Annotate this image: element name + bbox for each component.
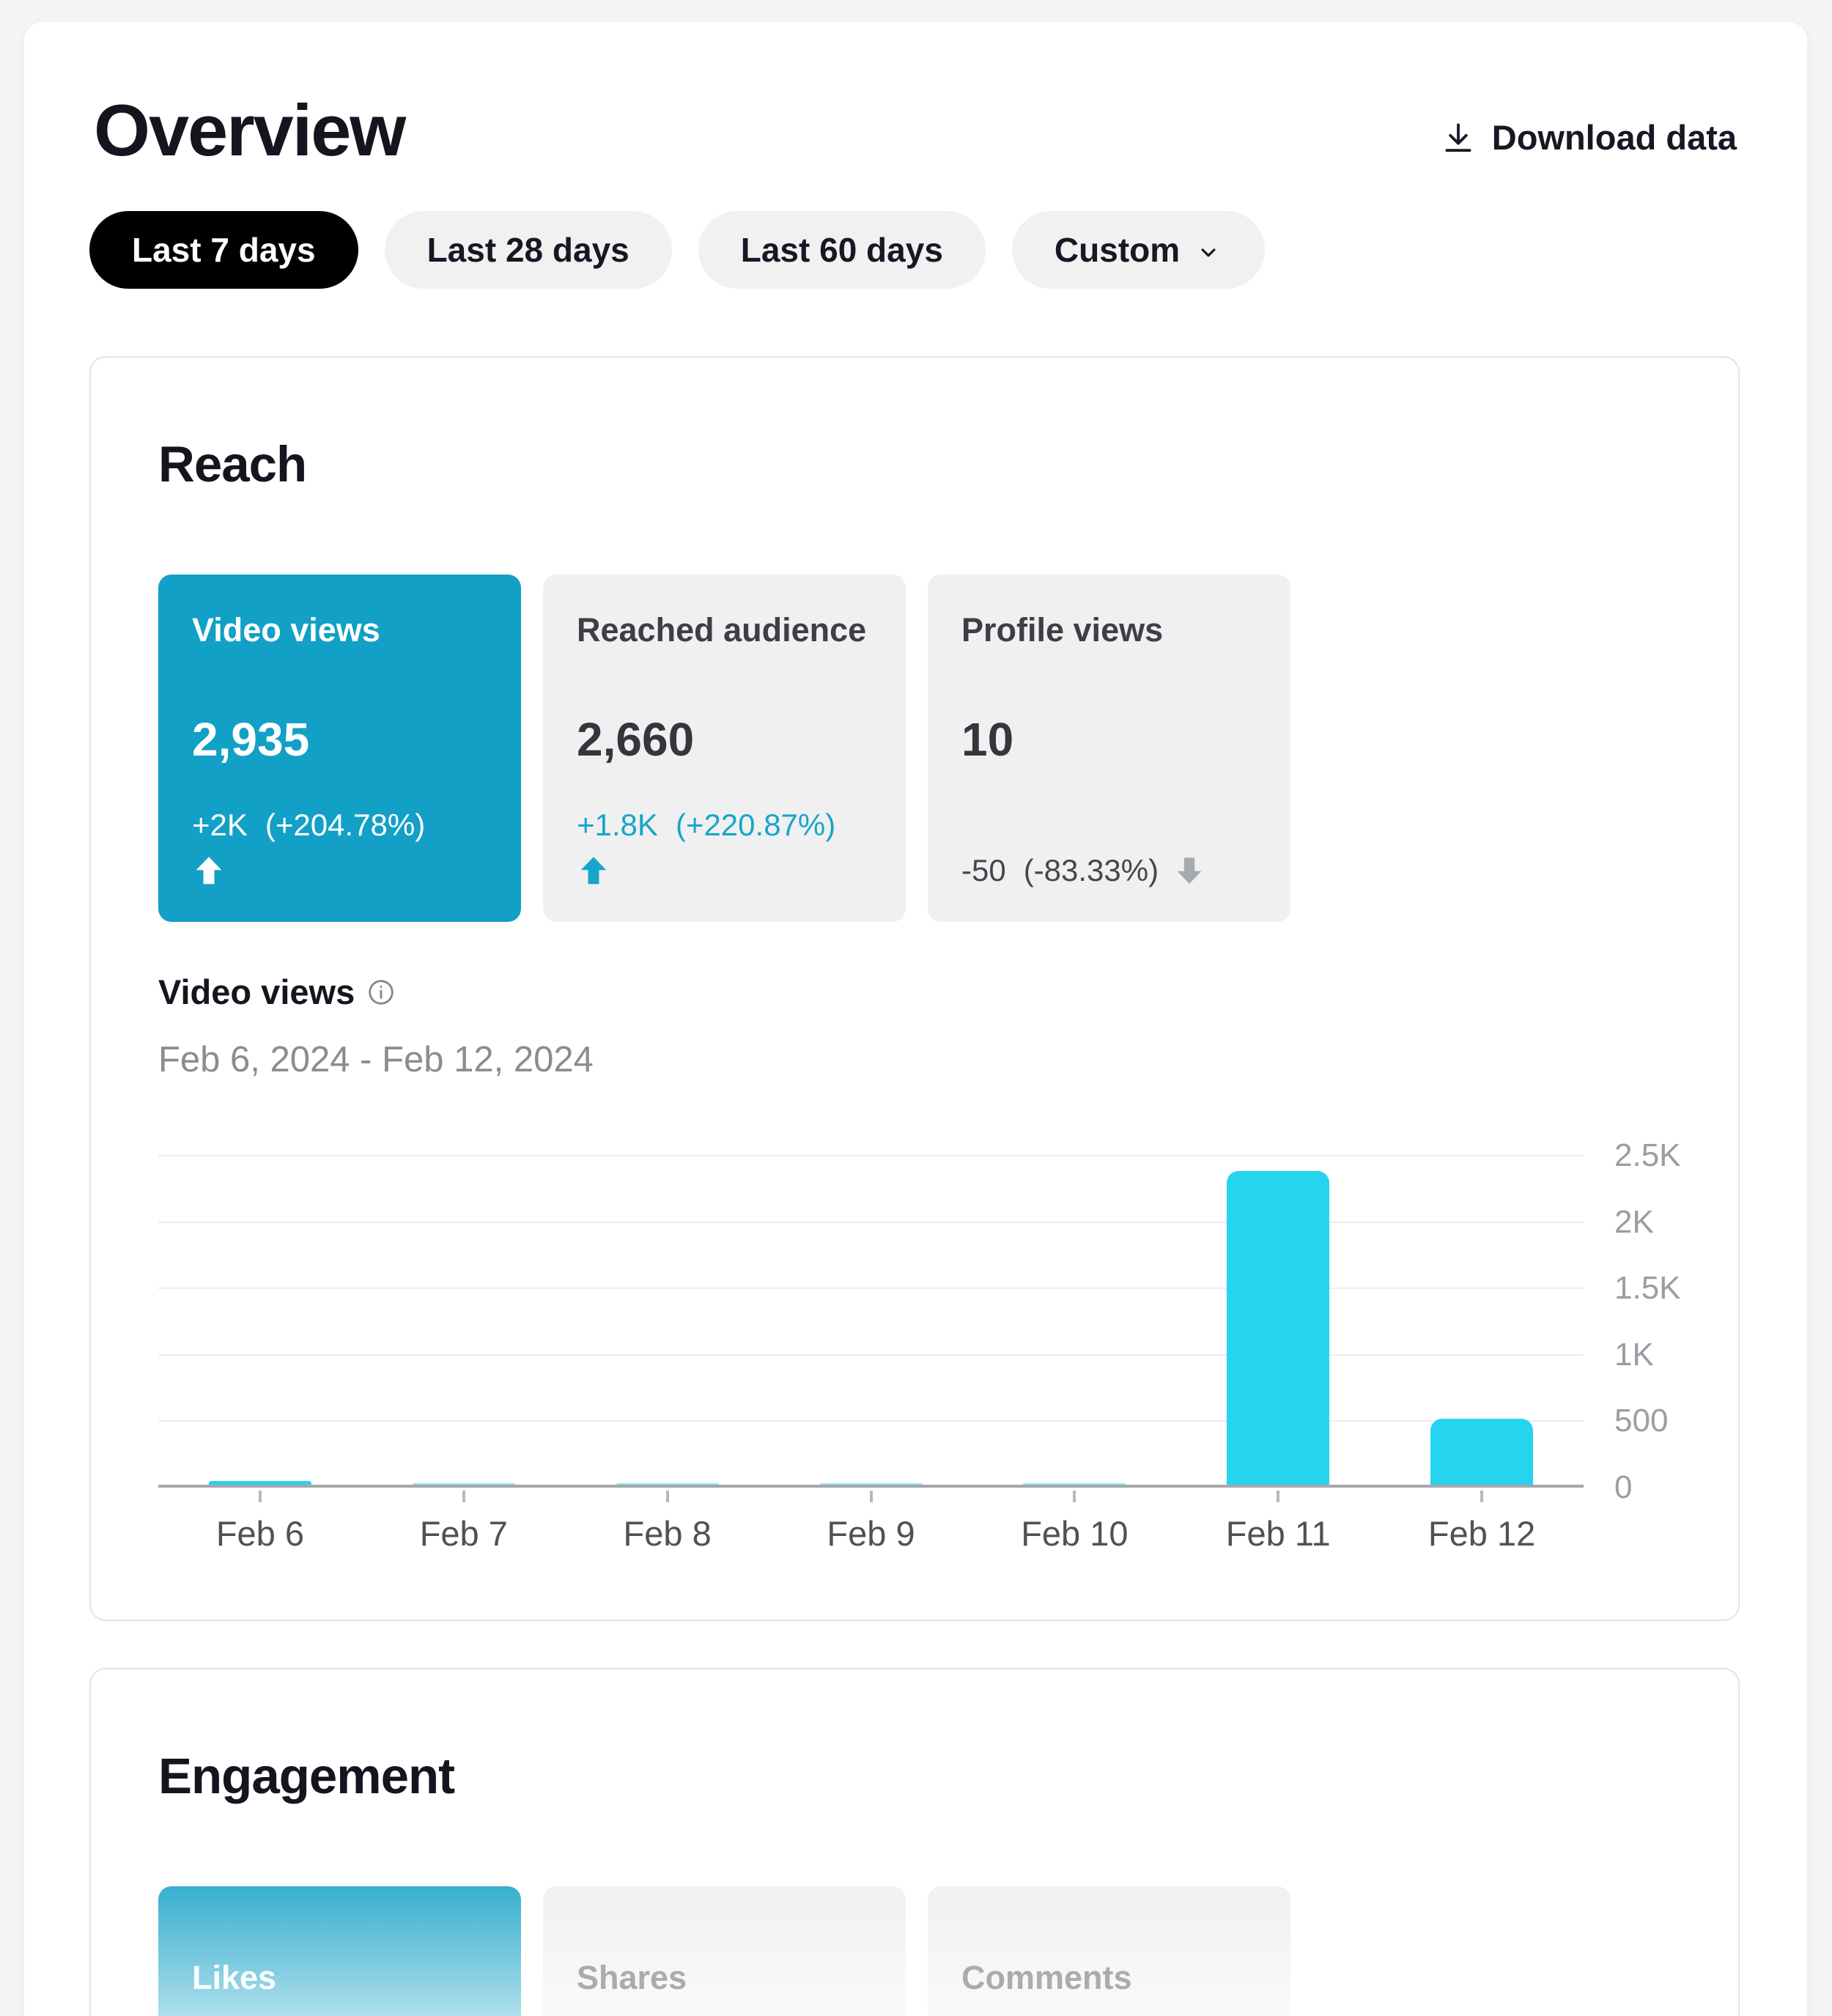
y-axis-tick-label: 0 [1614, 1469, 1633, 1505]
x-tick [972, 1491, 1176, 1502]
x-tick [1176, 1491, 1380, 1502]
bar-feb-12[interactable] [1430, 1419, 1534, 1485]
chart-date-range: Feb 6, 2024 - Feb 12, 2024 [158, 1040, 594, 1079]
x-tick [362, 1491, 566, 1502]
bar-feb-7[interactable] [412, 1483, 515, 1485]
x-axis-tick-label: Feb 12 [1427, 1514, 1536, 1553]
filter-last-60-days[interactable]: Last 60 days [698, 211, 986, 289]
x-tick [1380, 1491, 1584, 1502]
bar-feb-10[interactable] [1023, 1483, 1126, 1485]
metric-title: Reached audience [577, 611, 867, 649]
x-axis-tick-label: Feb 6 [215, 1514, 305, 1553]
bar-slot [769, 1136, 973, 1485]
metric-title: Comments [961, 1959, 1132, 1996]
metric-card-shares[interactable]: Shares [543, 1886, 906, 2016]
metric-value: 2,660 [577, 713, 695, 766]
download-data-button[interactable]: Download data [1441, 116, 1737, 160]
bar-feb-6[interactable] [208, 1481, 311, 1485]
bar-feb-9[interactable] [819, 1483, 923, 1485]
y-axis-tick-label: 1.5K [1614, 1270, 1681, 1307]
gridline [158, 1221, 1584, 1223]
metric-card-comments[interactable]: Comments [928, 1886, 1290, 2016]
reach-metric-cards: Video views 2,935 +2K (+204.78%) Reached… [158, 575, 1290, 922]
metric-delta: -50 (-83.33%) [961, 852, 1257, 890]
x-tick [769, 1491, 973, 1502]
reach-section: Reach Video views 2,935 +2K (+204.78%) [89, 356, 1740, 1621]
metric-card-profile-views[interactable]: Profile views 10 -50 (-83.33%) [928, 575, 1290, 922]
engagement-heading: Engagement [158, 1748, 455, 1804]
chart-bars [158, 1136, 1584, 1485]
chevron-down-icon [1194, 234, 1222, 266]
y-axis-tick-label: 500 [1614, 1403, 1669, 1439]
x-tick [158, 1491, 362, 1502]
gridline [158, 1155, 1584, 1156]
engagement-metric-cards: Likes Shares Comments [158, 1886, 1290, 2016]
metric-delta: +1.8K (+220.87%) [577, 808, 836, 842]
metric-title: Profile views [961, 611, 1164, 649]
download-icon [1441, 120, 1476, 155]
x-axis-tick-label: Feb 7 [419, 1514, 508, 1553]
chart-x-labels: Feb 6 Feb 7 Feb 8 Feb 9 Feb 10 Feb 11 Feb 12 [158, 1513, 1584, 1555]
x-axis-tick-label: Feb 9 [827, 1514, 915, 1553]
metric-value: 2,935 [192, 713, 310, 766]
metric-title: Shares [577, 1959, 687, 1996]
up-arrow-icon [577, 852, 872, 890]
video-views-chart: Feb 6 Feb 7 Feb 8 Feb 9 Feb 10 Feb 11 Feb 12 0… [158, 1136, 1743, 1576]
gridline [158, 1420, 1584, 1422]
metric-title: Likes [192, 1959, 277, 1996]
bar-slot [1380, 1136, 1584, 1485]
date-range-filter: Last 7 days Last 28 days Last 60 days Cu… [89, 211, 1266, 289]
y-axis-tick-label: 1K [1614, 1336, 1654, 1373]
metric-card-video-views[interactable]: Video views 2,935 +2K (+204.78%) [158, 575, 521, 922]
bar-slot [1176, 1136, 1380, 1485]
filter-custom[interactable]: Custom [1011, 211, 1266, 289]
overview-panel: Overview Download data Last 7 days Last … [24, 22, 1807, 2016]
filter-last-28-days[interactable]: Last 28 days [384, 211, 672, 289]
x-axis-tick-label: Feb 11 [1225, 1514, 1331, 1553]
metric-card-reached-audience[interactable]: Reached audience 2,660 +1.8K (+220.87%) [543, 575, 906, 922]
bar-slot [972, 1136, 1176, 1485]
y-axis-tick-label: 2.5K [1614, 1137, 1681, 1173]
chart-title-row: Video views [158, 972, 396, 1013]
down-arrow-icon [1173, 854, 1205, 887]
bar-feb-8[interactable] [616, 1483, 719, 1485]
reach-heading: Reach [158, 436, 307, 492]
bar-slot [362, 1136, 566, 1485]
filter-last-7-days[interactable]: Last 7 days [89, 211, 358, 289]
y-axis-tick-label: 2K [1614, 1203, 1654, 1240]
info-icon[interactable] [366, 978, 396, 1007]
chart-plot [158, 1136, 1584, 1488]
download-label: Download data [1491, 118, 1737, 157]
x-axis-tick-label: Feb 10 [1021, 1514, 1129, 1553]
x-tick [566, 1491, 769, 1502]
metric-card-likes[interactable]: Likes [158, 1886, 521, 2016]
up-arrow-icon [192, 852, 487, 890]
metric-value: 10 [961, 713, 1014, 766]
engagement-section: Engagement Likes Shares Comments [89, 1668, 1740, 2016]
chart-title: Video views [158, 972, 355, 1011]
x-axis-tick-label: Feb 8 [623, 1514, 712, 1553]
metric-title: Video views [192, 611, 380, 649]
bar-feb-11[interactable] [1227, 1171, 1330, 1485]
bar-slot [566, 1136, 769, 1485]
filter-custom-label: Custom [1054, 231, 1181, 269]
chart-x-ticks [158, 1491, 1584, 1502]
chart-y-labels: 0 500 1K 1.5K 2K 2.5K [1584, 1136, 1743, 1505]
page-title: Overview [94, 89, 406, 171]
gridline [158, 1354, 1584, 1356]
gridline [158, 1288, 1584, 1290]
bar-slot [158, 1136, 362, 1485]
metric-delta: +2K (+204.78%) [192, 808, 426, 842]
